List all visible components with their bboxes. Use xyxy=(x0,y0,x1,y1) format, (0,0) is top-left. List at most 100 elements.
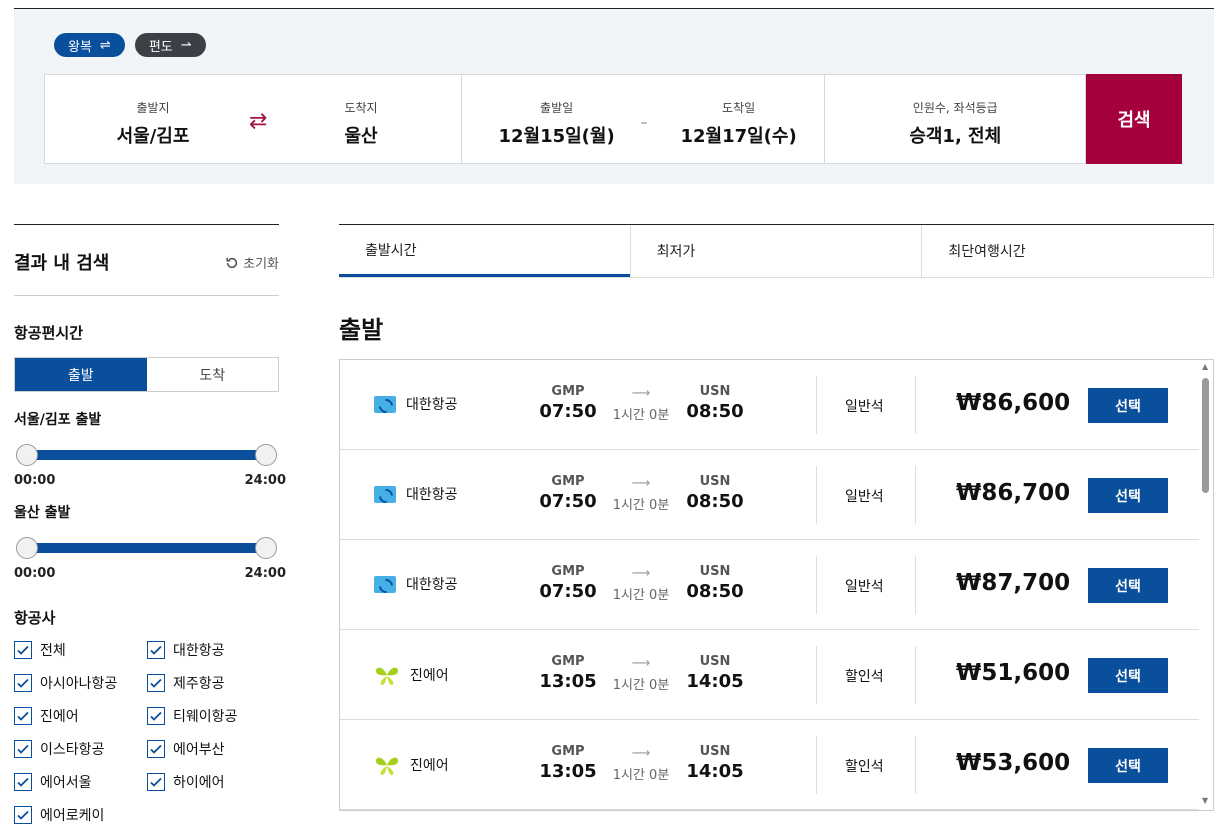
airline-checkbox-label: 아시아나항공 xyxy=(40,676,118,692)
checkbox-checked-icon[interactable] xyxy=(14,806,32,824)
fare-price: ₩86,600 xyxy=(956,390,1071,416)
airline-checkbox[interactable]: 아시아나항공 xyxy=(14,673,147,693)
airline-checkbox[interactable]: 전체 xyxy=(14,640,147,660)
airline-checkbox[interactable]: 에어서울 xyxy=(14,772,147,792)
range-min: 00:00 xyxy=(14,473,56,488)
swap-icon[interactable]: ⇄ xyxy=(249,109,268,134)
sort-tabs: 출발시간 최저가 최단여행시간 xyxy=(339,224,1215,278)
airline-checkbox[interactable]: 제주항공 xyxy=(147,673,280,693)
column-divider xyxy=(915,736,916,794)
airline-checkbox[interactable]: 티웨이항공 xyxy=(147,706,280,726)
airline-checkbox[interactable]: 대한항공 xyxy=(147,640,280,660)
round-trip-label: 왕복 xyxy=(68,39,92,55)
tab-shortest-time[interactable]: 최단여행시간 xyxy=(921,225,1215,277)
departure-time: 13:05 xyxy=(539,671,597,692)
arrival-airport: USN xyxy=(699,654,731,669)
departure-date-field[interactable]: 출발일 12월15일(월) xyxy=(492,99,622,148)
select-button[interactable]: 선택 xyxy=(1088,658,1168,693)
one-way-icon: ⇀ xyxy=(180,37,192,53)
cabin-class: 일반석 xyxy=(845,399,884,415)
return-date-field[interactable]: 도착일 12월17일(수) xyxy=(674,99,804,148)
arrival-time: 08:50 xyxy=(686,491,744,512)
airline-checkbox-label: 진에어 xyxy=(40,709,79,725)
departure-time: 07:50 xyxy=(539,581,597,602)
departure-info: GMP 07:50 xyxy=(538,384,598,422)
airline-checkbox[interactable]: 에어부산 xyxy=(147,739,280,759)
column-divider xyxy=(816,736,817,794)
toggle-arrival[interactable]: 도착 xyxy=(146,358,278,391)
flight-duration: 1시간 0분 xyxy=(612,768,670,783)
arrival-time: 08:50 xyxy=(686,401,744,422)
filter-sidebar: 결과 내 검색 초기화 항공편시간 출발 도착 서울/김포 출발 00:00 2… xyxy=(14,224,286,825)
select-button[interactable]: 선택 xyxy=(1088,478,1168,513)
tab-departure-time[interactable]: 출발시간 xyxy=(339,225,630,277)
scroll-up-icon[interactable]: ▲ xyxy=(1202,362,1209,371)
scrollbar[interactable]: ▲ ▼ xyxy=(1199,360,1213,810)
checkbox-checked-icon[interactable] xyxy=(14,707,32,725)
origin-field[interactable]: 출발지 서울/김포 xyxy=(93,99,213,148)
checkbox-checked-icon[interactable] xyxy=(147,641,165,659)
search-button[interactable]: 검색 xyxy=(1086,74,1182,164)
slider-end-handle[interactable] xyxy=(255,537,277,559)
scroll-down-icon[interactable]: ▼ xyxy=(1202,796,1209,805)
select-button[interactable]: 선택 xyxy=(1088,748,1168,783)
airline-name: 진에어 xyxy=(410,758,449,774)
duration-info: ⟶ 1시간 0분 xyxy=(608,566,674,603)
range-max: 24:00 xyxy=(244,566,286,581)
airline-checkbox[interactable]: 진에어 xyxy=(14,706,147,726)
airline-checkbox-label: 티웨이항공 xyxy=(173,709,238,725)
tab-lowest-price[interactable]: 최저가 xyxy=(629,225,922,277)
checkbox-checked-icon[interactable] xyxy=(14,773,32,791)
toggle-departure[interactable]: 출발 xyxy=(15,358,147,391)
cabin-class: 할인석 xyxy=(845,669,884,685)
filter-title: 결과 내 검색 xyxy=(14,253,110,274)
reset-button[interactable]: 초기화 xyxy=(225,253,279,272)
departure-time: 07:50 xyxy=(539,491,597,512)
flight-duration: 1시간 0분 xyxy=(612,588,670,603)
korean-air-logo-icon xyxy=(374,575,396,593)
round-trip-tab[interactable]: 왕복 ⇌ xyxy=(54,33,125,57)
passenger-field[interactable]: 인원수, 좌석등급 승객1, 전체 xyxy=(870,99,1040,148)
destination-field[interactable]: 도착지 울산 xyxy=(301,99,421,148)
departure-info: GMP 07:50 xyxy=(538,474,598,512)
checkbox-checked-icon[interactable] xyxy=(147,740,165,758)
arrival-time: 08:50 xyxy=(686,581,744,602)
airline-checkbox-label: 제주항공 xyxy=(173,676,225,692)
checkbox-checked-icon[interactable] xyxy=(14,740,32,758)
duration-info: ⟶ 1시간 0분 xyxy=(608,746,674,783)
slider-track xyxy=(26,450,267,460)
flight-row: 대한항공 GMP 07:50 ⟶ 1시간 0분 USN 08:50 일반석 ₩87,700 선택 xyxy=(340,540,1200,630)
checkbox-checked-icon[interactable] xyxy=(147,773,165,791)
scroll-thumb[interactable] xyxy=(1202,378,1209,493)
one-way-tab[interactable]: 편도 ⇀ xyxy=(134,33,206,57)
airline-checkbox[interactable]: 하이에어 xyxy=(147,772,280,792)
checkbox-checked-icon[interactable] xyxy=(14,641,32,659)
airline-name: 대한항공 xyxy=(406,397,458,413)
slider-start-handle[interactable] xyxy=(16,444,38,466)
date-separator: – xyxy=(640,115,648,131)
origin-label: 출발지 xyxy=(136,101,170,115)
fare-price: ₩86,700 xyxy=(956,480,1071,506)
reset-label: 초기화 xyxy=(243,257,279,272)
select-button[interactable]: 선택 xyxy=(1088,388,1168,423)
airline-info: 대한항공 xyxy=(374,484,458,504)
select-button[interactable]: 선택 xyxy=(1088,568,1168,603)
slider-start-handle[interactable] xyxy=(16,537,38,559)
checkbox-checked-icon[interactable] xyxy=(14,674,32,692)
airline-checkbox[interactable]: 이스타항공 xyxy=(14,739,147,759)
airline-checkbox[interactable]: 에어로케이 xyxy=(14,805,147,825)
checkbox-checked-icon[interactable] xyxy=(147,674,165,692)
arrival-airport: USN xyxy=(699,564,731,579)
slider-end-handle[interactable] xyxy=(255,444,277,466)
checkbox-checked-icon[interactable] xyxy=(147,707,165,725)
fare-price: ₩53,600 xyxy=(956,750,1071,776)
arrival-info: USN 08:50 xyxy=(685,564,745,602)
column-divider xyxy=(915,556,916,614)
search-panel: 왕복 ⇌ 편도 ⇀ 출발지 서울/김포 ⇄ 도착지 울산 출발일 12월15일(… xyxy=(14,9,1214,184)
column-divider xyxy=(915,646,916,704)
airline-checkbox-label: 하이에어 xyxy=(173,775,225,791)
range-min: 00:00 xyxy=(14,566,56,581)
flight-time-heading: 항공편시간 xyxy=(14,324,84,342)
column-divider xyxy=(915,376,916,434)
airline-checkbox-label: 에어서울 xyxy=(40,775,92,791)
